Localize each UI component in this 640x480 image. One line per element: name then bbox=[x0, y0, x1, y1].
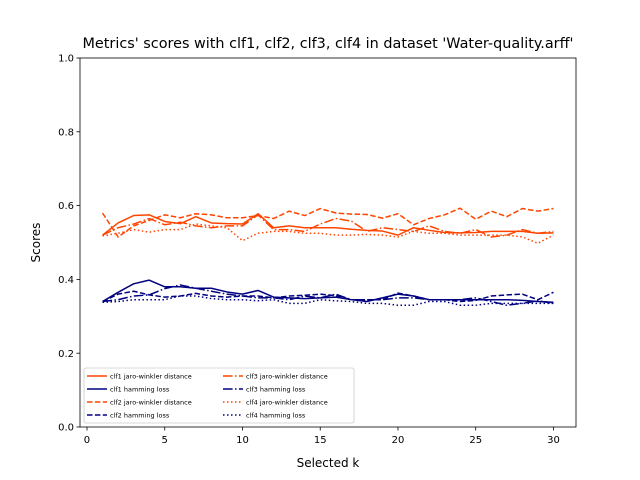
x-axis-label: Selected k bbox=[297, 456, 360, 470]
series-layer bbox=[101, 207, 554, 306]
legend-label: clf3 jaro-winkler distance bbox=[246, 372, 328, 380]
y-tick-label: 1.0 bbox=[58, 54, 74, 65]
legend: clf1 jaro-winkler distance clf1 hamming l… bbox=[83, 367, 355, 424]
legend-label: clf1 jaro-winkler distance bbox=[110, 372, 192, 380]
legend-label: clf4 hamming loss bbox=[246, 411, 306, 419]
series-line-clf1-jaro-winkler-distance bbox=[102, 212, 554, 236]
y-tick-label: 0.2 bbox=[58, 349, 74, 360]
y-axis: 0.0 0.2 0.4 0.6 0.8 1.0 bbox=[58, 54, 80, 434]
x-tick-label: 0 bbox=[84, 435, 90, 446]
x-tick-label: 20 bbox=[392, 435, 405, 446]
y-tick-label: 0.0 bbox=[58, 423, 74, 434]
legend-label: clf2 hamming loss bbox=[110, 411, 170, 419]
series-line-clf3-jaro-winkler-distance bbox=[102, 214, 554, 238]
series-line-clf4-jaro-winkler-distance bbox=[102, 223, 554, 244]
legend-box bbox=[83, 367, 355, 424]
x-tick-label: 10 bbox=[236, 435, 249, 446]
x-tick-label: 5 bbox=[162, 435, 168, 446]
plot-frame bbox=[79, 57, 577, 428]
series-line-clf3-hamming-loss bbox=[102, 284, 554, 306]
chart-title: Metrics' scores with clf1, clf2, clf3, c… bbox=[83, 36, 574, 52]
y-tick-label: 0.4 bbox=[58, 275, 74, 286]
y-axis-label: Scores bbox=[29, 223, 43, 263]
y-tick-label: 0.8 bbox=[58, 127, 74, 138]
x-tick-label: 15 bbox=[314, 435, 327, 446]
legend-label: clf4 jaro-winkler distance bbox=[246, 398, 328, 406]
legend-label: clf3 hamming loss bbox=[246, 385, 306, 393]
x-tick-label: 25 bbox=[469, 435, 482, 446]
x-axis: 0 5 10 15 20 25 30 bbox=[84, 427, 560, 446]
series-line-clf2-hamming-loss bbox=[102, 290, 554, 303]
x-tick-label: 30 bbox=[547, 435, 560, 446]
series-line-clf2-jaro-winkler-distance bbox=[101, 207, 554, 238]
legend-label: clf2 jaro-winkler distance bbox=[110, 398, 192, 406]
legend-label: clf1 hamming loss bbox=[110, 385, 170, 393]
y-tick-label: 0.6 bbox=[58, 201, 74, 212]
